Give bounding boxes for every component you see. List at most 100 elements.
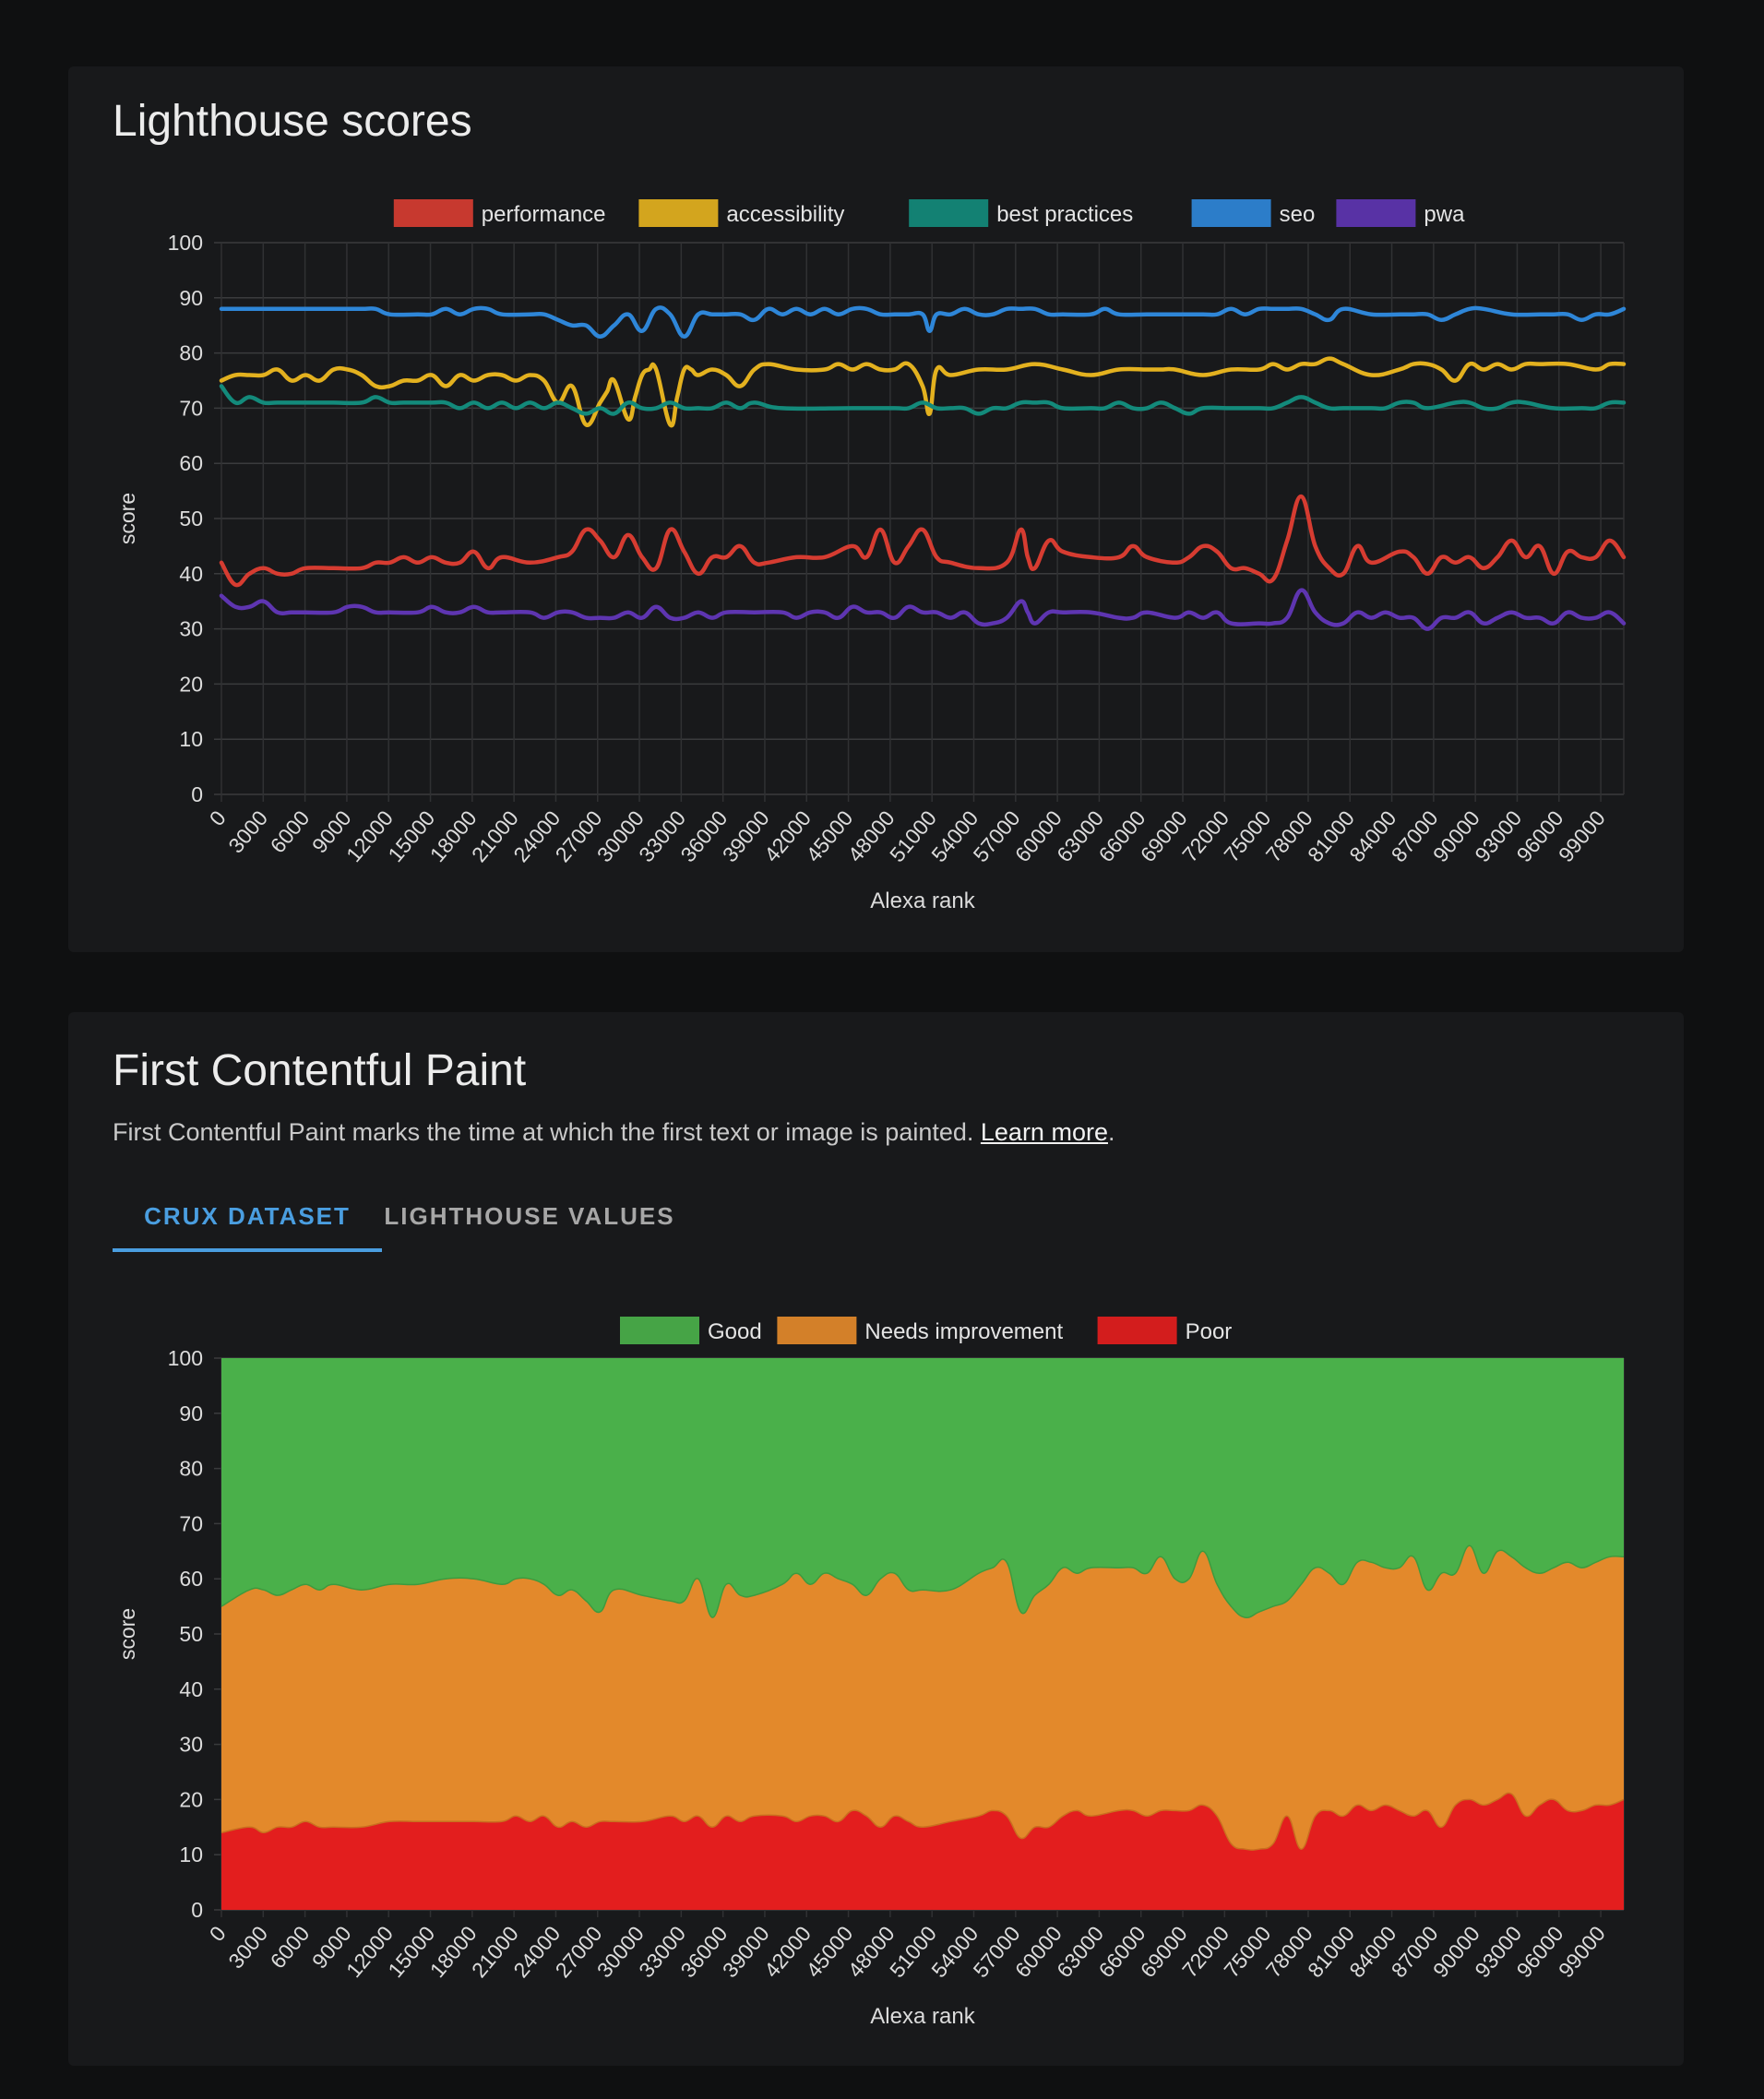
x-tick-label: 60000 <box>1010 806 1067 867</box>
legend-label: accessibility <box>726 202 844 227</box>
area-needs-improvement <box>221 1545 1624 1910</box>
x-tick-label: 39000 <box>718 806 774 867</box>
y-tick-label: 10 <box>179 727 203 751</box>
x-tick-label: 45000 <box>801 1922 857 1983</box>
x-tick-label: 57000 <box>969 1922 1025 1983</box>
x-tick-label: 15000 <box>383 806 439 867</box>
x-axis-title: Alexa rank <box>870 2004 975 2029</box>
x-tick-label: 87000 <box>1387 1922 1443 1983</box>
tab-lighthouse-values[interactable]: LIGHTHOUSE VALUES <box>384 1202 675 1230</box>
x-tick-label: 78000 <box>1261 806 1317 867</box>
legend-label: Good <box>708 1319 762 1344</box>
fcp-chart: 0102030405060708090100030006000900012000… <box>115 1317 1625 2029</box>
x-tick-label: 75000 <box>1219 806 1275 867</box>
y-tick-label: 100 <box>168 1346 203 1370</box>
x-tick-label: 78000 <box>1261 1922 1317 1983</box>
x-tick-label: 39000 <box>718 1922 774 1983</box>
x-tick-label: 84000 <box>1344 806 1400 867</box>
y-tick-label: 50 <box>179 507 203 531</box>
x-tick-label: 54000 <box>926 806 983 867</box>
y-tick-label: 80 <box>179 341 203 365</box>
x-tick-label: 69000 <box>1136 806 1192 867</box>
y-tick-label: 70 <box>179 396 203 420</box>
x-tick-label: 12000 <box>341 806 398 867</box>
legend-swatch-poor <box>1097 1317 1177 1344</box>
y-tick-label: 80 <box>179 1457 203 1481</box>
x-tick-label: 30000 <box>592 1922 649 1983</box>
x-tick-label: 63000 <box>1052 806 1108 867</box>
x-tick-label: 75000 <box>1219 1922 1275 1983</box>
x-tick-label: 99000 <box>1554 806 1610 867</box>
y-tick-label: 50 <box>179 1622 203 1646</box>
x-tick-label: 12000 <box>341 1922 398 1983</box>
y-tick-label: 30 <box>179 1733 203 1757</box>
x-tick-label: 48000 <box>843 806 900 867</box>
area-boundary-poor <box>220 1792 1625 1851</box>
series-line-accessibility <box>219 356 1627 428</box>
x-tick-label: 24000 <box>508 806 565 867</box>
x-tick-label: 30000 <box>592 806 649 867</box>
x-tick-label: 27000 <box>551 806 607 867</box>
x-tick-label: 60000 <box>1010 1922 1067 1983</box>
legend-label: Needs improvement <box>864 1319 1063 1344</box>
x-tick-label: 36000 <box>675 1922 732 1983</box>
x-tick-label: 42000 <box>759 1922 816 1983</box>
x-tick-label: 66000 <box>1094 1922 1150 1983</box>
fcp-title: First Contentful Paint <box>113 1046 527 1095</box>
y-axis-title: score <box>115 493 139 544</box>
y-tick-label: 70 <box>179 1511 203 1535</box>
x-tick-label: 0 <box>205 806 231 831</box>
legend-swatch-best-practices <box>909 199 989 227</box>
series-lines <box>219 305 1627 631</box>
series-line-best-practices <box>219 384 1627 416</box>
y-tick-label: 30 <box>179 617 203 641</box>
legend-label: performance <box>482 202 606 227</box>
y-tick-label: 40 <box>179 562 203 586</box>
y-tick-label: 100 <box>168 231 203 255</box>
x-tick-label: 18000 <box>425 806 482 867</box>
series-line-performance <box>219 494 1627 588</box>
x-tick-label: 66000 <box>1094 806 1150 867</box>
fcp-description-text: First Contentful Paint marks the time at… <box>113 1118 981 1146</box>
x-tick-label: 24000 <box>508 1922 565 1983</box>
x-tick-label: 3000 <box>223 806 272 858</box>
series-line-seo <box>219 305 1627 339</box>
legend-label: best practices <box>996 202 1133 227</box>
x-axis-title: Alexa rank <box>870 888 975 913</box>
area-poor <box>221 1793 1624 1910</box>
tab-crux-dataset[interactable]: CRUX DATASET <box>113 1187 382 1252</box>
x-tick-label: 99000 <box>1554 1922 1610 1983</box>
areas <box>220 1358 1625 1910</box>
x-tick-label: 0 <box>205 1922 231 1947</box>
x-tick-label: 81000 <box>1303 806 1359 867</box>
x-tick-label: 45000 <box>801 806 857 867</box>
x-tick-label: 72000 <box>1177 1922 1234 1983</box>
x-tick-label: 27000 <box>551 1922 607 1983</box>
y-tick-label: 20 <box>179 672 203 696</box>
legend-swatch-good <box>620 1317 699 1344</box>
legend-swatch-accessibility <box>638 199 719 227</box>
legend-swatch-pwa <box>1336 199 1416 227</box>
x-tick-label: 42000 <box>759 806 816 867</box>
x-tick-label: 54000 <box>926 1922 983 1983</box>
y-tick-label: 0 <box>191 782 203 806</box>
legend-label: seo <box>1280 202 1316 227</box>
x-tick-label: 51000 <box>885 1922 941 1983</box>
series-line-pwa <box>219 588 1627 631</box>
y-tick-label: 60 <box>179 451 203 475</box>
legend-swatch-performance <box>393 199 473 227</box>
axes: 0102030405060708090100030006000900012000… <box>115 231 1625 913</box>
legend-label: Poor <box>1186 1319 1233 1344</box>
x-tick-label: 3000 <box>223 1922 272 1974</box>
area-boundary-good <box>220 1544 1625 1619</box>
y-axis-title: score <box>115 1608 139 1660</box>
y-tick-label: 90 <box>179 1401 203 1425</box>
learn-more-link[interactable]: Learn more <box>980 1118 1108 1146</box>
lighthouse-chart: 0102030405060708090100030006000900012000… <box>115 199 1627 913</box>
x-tick-label: 93000 <box>1470 806 1526 867</box>
y-tick-label: 10 <box>179 1843 203 1866</box>
legend: performance accessibility best practices se… <box>393 199 1465 227</box>
y-tick-label: 90 <box>179 286 203 310</box>
x-tick-label: 72000 <box>1177 806 1234 867</box>
x-tick-label: 87000 <box>1387 806 1443 867</box>
